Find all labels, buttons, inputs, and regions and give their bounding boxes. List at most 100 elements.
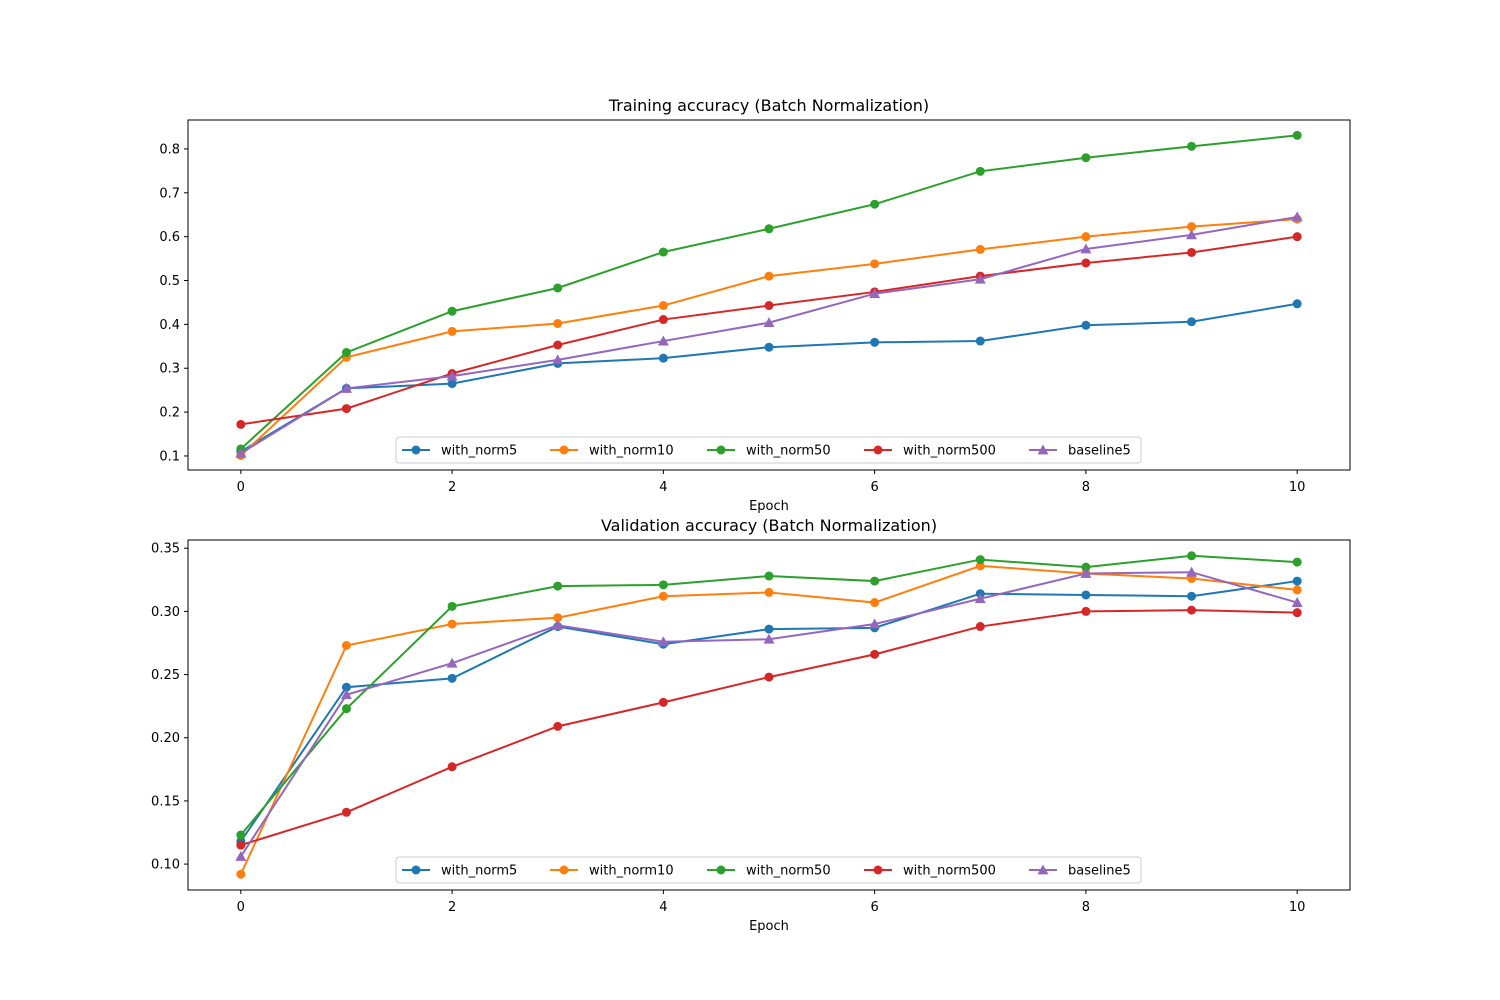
legend-entry: with_norm10 xyxy=(550,444,674,459)
series-line xyxy=(240,218,1298,457)
data-point xyxy=(1292,130,1302,140)
series-with_norm500 xyxy=(236,605,1302,850)
data-point xyxy=(1292,299,1302,309)
legend-marker xyxy=(411,865,421,875)
data-point xyxy=(235,851,247,861)
data-point xyxy=(1186,566,1198,577)
series-line xyxy=(240,235,1298,426)
series-line xyxy=(239,564,1298,875)
series-line xyxy=(239,580,1298,842)
legend-entry: with_norm10 xyxy=(550,864,674,879)
y-tick-label: 0.3 xyxy=(159,362,180,377)
data-point xyxy=(658,591,668,601)
legend-entry: baseline5 xyxy=(1029,864,1131,879)
legend-marker xyxy=(1037,444,1049,455)
data-point xyxy=(1080,567,1092,578)
data-point xyxy=(1291,211,1303,222)
legend-marker xyxy=(873,445,883,455)
x-tick-label: 10 xyxy=(1289,900,1306,915)
data-point xyxy=(870,649,880,659)
data-point xyxy=(764,571,774,581)
data-point xyxy=(447,601,457,611)
data-point xyxy=(870,199,880,209)
x-tick-label: 6 xyxy=(870,900,878,915)
data-point xyxy=(341,704,351,714)
validation-accuracy-panel: Validation accuracy (Batch Normalization… xyxy=(151,516,1351,934)
series-baseline5 xyxy=(235,566,1303,861)
legend-label: with_norm10 xyxy=(589,444,674,459)
data-point xyxy=(447,619,457,629)
series-with_norm50 xyxy=(236,551,1302,840)
legend-label: with_norm5 xyxy=(441,864,517,879)
data-point xyxy=(1292,585,1302,595)
data-point xyxy=(1186,229,1198,240)
y-tick-label: 0.6 xyxy=(159,230,180,245)
legend-marker xyxy=(716,445,726,455)
y-tick-label: 0.35 xyxy=(151,542,180,557)
series-with_norm10 xyxy=(236,214,1302,461)
data-point xyxy=(447,762,457,772)
data-point xyxy=(1292,232,1302,242)
data-point xyxy=(1081,232,1091,242)
data-point xyxy=(1292,576,1302,586)
data-point xyxy=(1187,317,1197,327)
series-with_norm50 xyxy=(236,130,1302,454)
plot-frame xyxy=(187,119,1351,471)
data-point xyxy=(764,271,774,281)
y-tick-label: 0.1 xyxy=(159,449,180,464)
data-point xyxy=(235,447,247,458)
y-tick-label: 0.4 xyxy=(159,318,180,333)
series-line xyxy=(239,571,1298,858)
data-point xyxy=(1187,247,1197,257)
legend-marker xyxy=(716,865,726,875)
data-point xyxy=(341,404,351,414)
y-tick-label: 0.30 xyxy=(151,605,180,620)
data-point xyxy=(658,697,668,707)
series-with_norm5 xyxy=(236,576,1302,846)
legend-entry: with_norm50 xyxy=(707,864,831,879)
data-point xyxy=(552,619,564,630)
data-point xyxy=(553,581,563,591)
data-point xyxy=(1187,222,1197,232)
legend-marker xyxy=(1037,864,1049,875)
series-with_norm10 xyxy=(236,561,1302,879)
series-line xyxy=(240,215,1298,455)
data-point xyxy=(870,576,880,586)
y-tick-label: 0.2 xyxy=(159,406,180,421)
data-point xyxy=(764,672,774,682)
data-point xyxy=(657,636,669,647)
data-point xyxy=(1081,590,1091,600)
data-point xyxy=(446,657,458,668)
data-point xyxy=(236,869,246,879)
data-point xyxy=(764,624,774,634)
x-tick-label: 8 xyxy=(1082,480,1090,495)
legend-entry: with_norm5 xyxy=(402,864,517,879)
legend-label: with_norm500 xyxy=(903,864,996,879)
x-tick-label: 4 xyxy=(659,900,667,915)
legend-entry: with_norm500 xyxy=(864,864,996,879)
data-point xyxy=(764,587,774,597)
data-point xyxy=(975,622,985,632)
x-axis-label: Epoch xyxy=(749,919,789,934)
legend-label: with_norm50 xyxy=(746,864,831,879)
data-point xyxy=(974,273,986,284)
data-point xyxy=(975,166,985,176)
data-point xyxy=(657,335,669,346)
data-point xyxy=(764,301,774,311)
data-point xyxy=(975,555,985,565)
data-point xyxy=(553,721,563,731)
data-point xyxy=(1187,551,1197,561)
y-tick-label: 0.20 xyxy=(151,731,180,746)
x-tick-label: 6 xyxy=(870,480,878,495)
data-point xyxy=(447,306,457,316)
data-point xyxy=(1187,591,1197,601)
legend-entry: baseline5 xyxy=(1029,444,1131,459)
y-tick-label: 0.7 xyxy=(159,186,180,201)
data-point xyxy=(340,689,352,700)
legend: with_norm5 with_norm10 with_norm50 with_nor… xyxy=(395,856,1142,884)
legend-label: with_norm500 xyxy=(903,444,996,459)
data-point xyxy=(553,340,563,350)
data-point xyxy=(1080,243,1092,254)
x-tick-label: 0 xyxy=(237,480,245,495)
